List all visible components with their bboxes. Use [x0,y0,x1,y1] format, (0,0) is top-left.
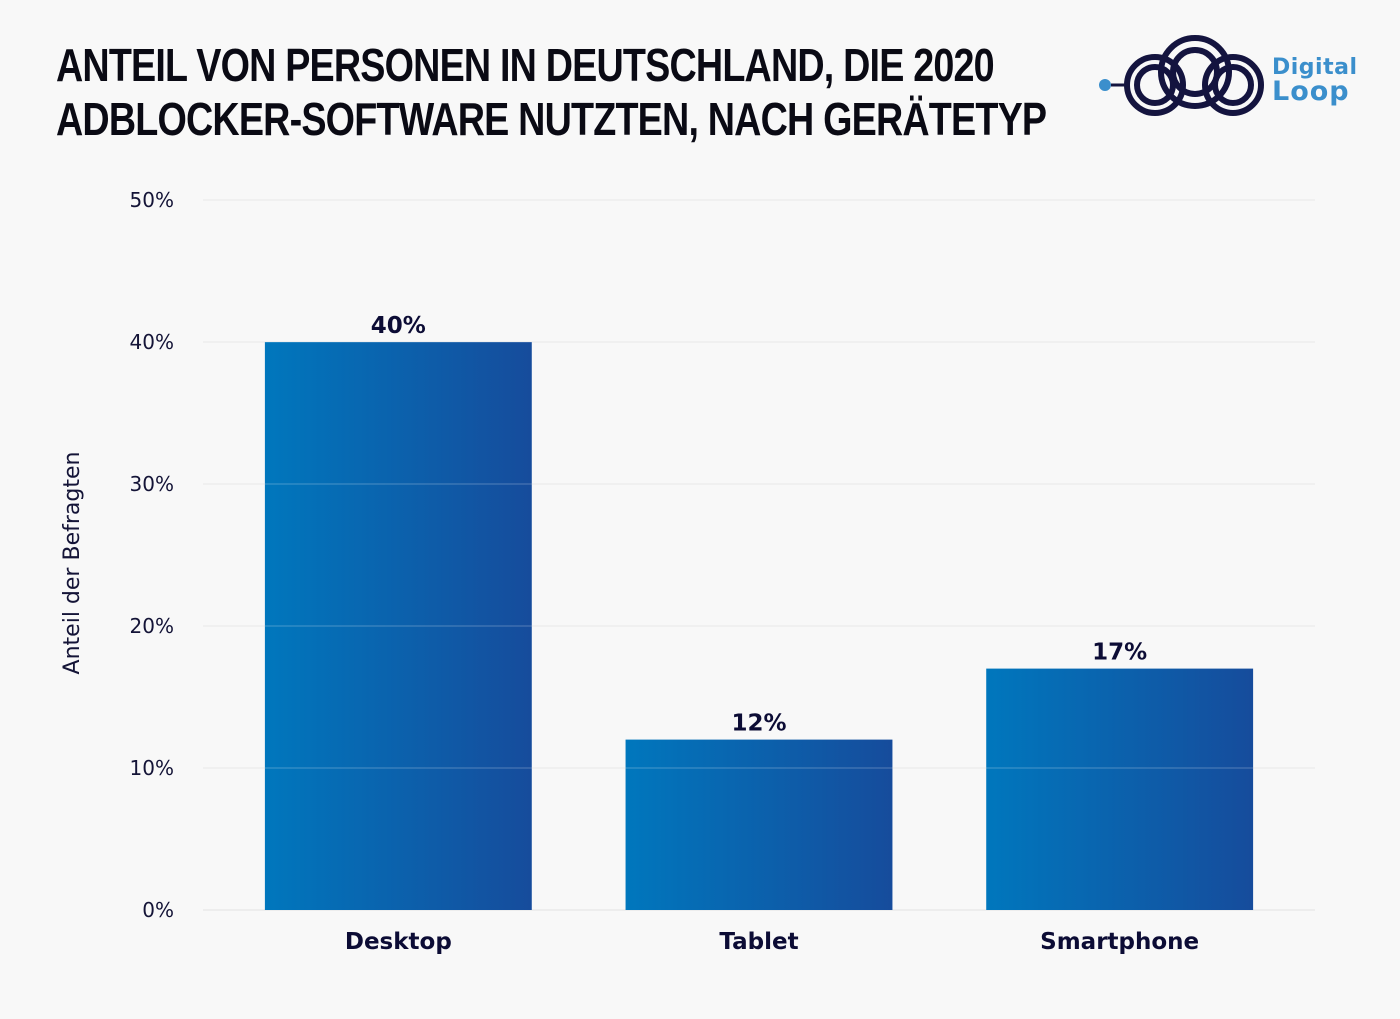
y-tick-label: 10% [130,756,174,780]
logo-text-line-2: Loop [1272,76,1350,107]
y-axis-label: Anteil der Befragten [60,452,85,675]
bar-tablet [625,739,893,910]
bar-desktop [264,342,532,910]
x-tick-label: Smartphone [1040,929,1199,955]
bars [264,342,1254,910]
y-tick-label: 40% [130,330,174,354]
y-axis-ticks: 0% 10% 20% 30% 40% 50% [130,188,174,922]
x-tick-label: Tablet [719,929,798,955]
logo-dot [1099,79,1111,91]
chart-title-line-1: ANTEIL VON PERSONEN IN DEUTSCHLAND, DIE … [56,39,995,91]
x-axis-ticks: Desktop Tablet Smartphone [345,929,1199,955]
logo-text-line-1: Digital [1272,55,1358,80]
y-tick-label: 20% [130,614,174,638]
data-labels: 40% 12% 17% [371,313,1147,737]
data-label: 40% [371,313,426,339]
bar-smartphone [986,668,1254,910]
logo-text: Digital Loop [1272,55,1358,107]
x-tick-label: Desktop [345,929,452,955]
digital-loop-logo-icon [1099,35,1264,116]
y-tick-label: 30% [130,472,174,496]
data-label: 17% [1092,640,1147,666]
y-tick-label: 50% [130,188,174,212]
data-label: 12% [731,711,786,737]
grid-overlay [203,199,1315,769]
y-tick-label: 0% [142,898,174,922]
